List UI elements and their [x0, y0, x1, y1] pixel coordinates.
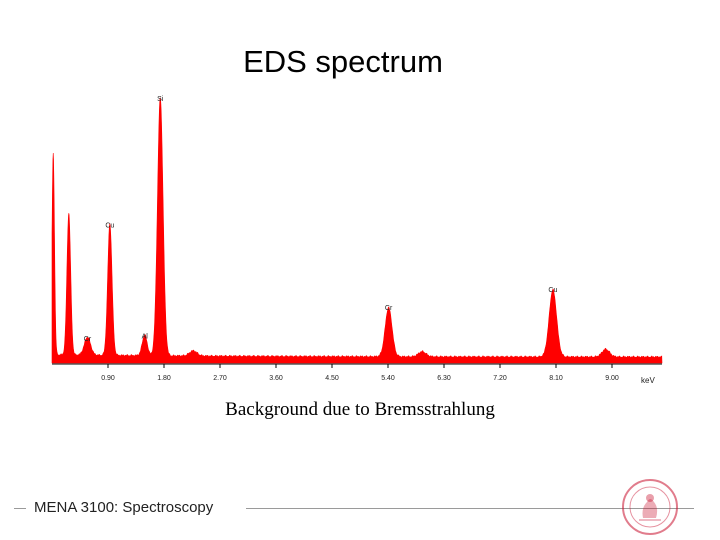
footer-rule-left	[14, 508, 26, 509]
spectrum-area	[51, 97, 663, 364]
x-tick-label: 4.50	[325, 375, 339, 382]
x-tick-label: 5.40	[381, 375, 395, 382]
x-tick-label: 0.90	[101, 375, 115, 382]
peak-label: Al	[142, 333, 149, 340]
footer-rule-right	[246, 508, 694, 509]
x-tick-label: 1.80	[157, 375, 171, 382]
x-tick-label: 9.00	[605, 375, 619, 382]
university-seal-icon	[622, 479, 678, 535]
x-tick-label: 7.20	[493, 375, 507, 382]
peak-label: Cr	[385, 305, 393, 312]
peak-label: Si	[157, 96, 164, 103]
peak-label: Cu	[548, 287, 557, 294]
x-tick-label: 2.70	[213, 375, 227, 382]
x-tick-label: 3.60	[269, 375, 283, 382]
x-tick-label: 8.10	[549, 375, 563, 382]
footer-text: MENA 3100: Spectroscopy	[34, 499, 214, 516]
peak-label: Cr	[84, 336, 92, 343]
slide-title: EDS spectrum	[243, 44, 443, 79]
x-tick-label: 6.30	[437, 375, 451, 382]
x-axis-label: keV	[641, 376, 655, 385]
figure-caption: Background due to Bremsstrahlung	[225, 399, 495, 420]
peak-label: Cu	[105, 222, 114, 229]
